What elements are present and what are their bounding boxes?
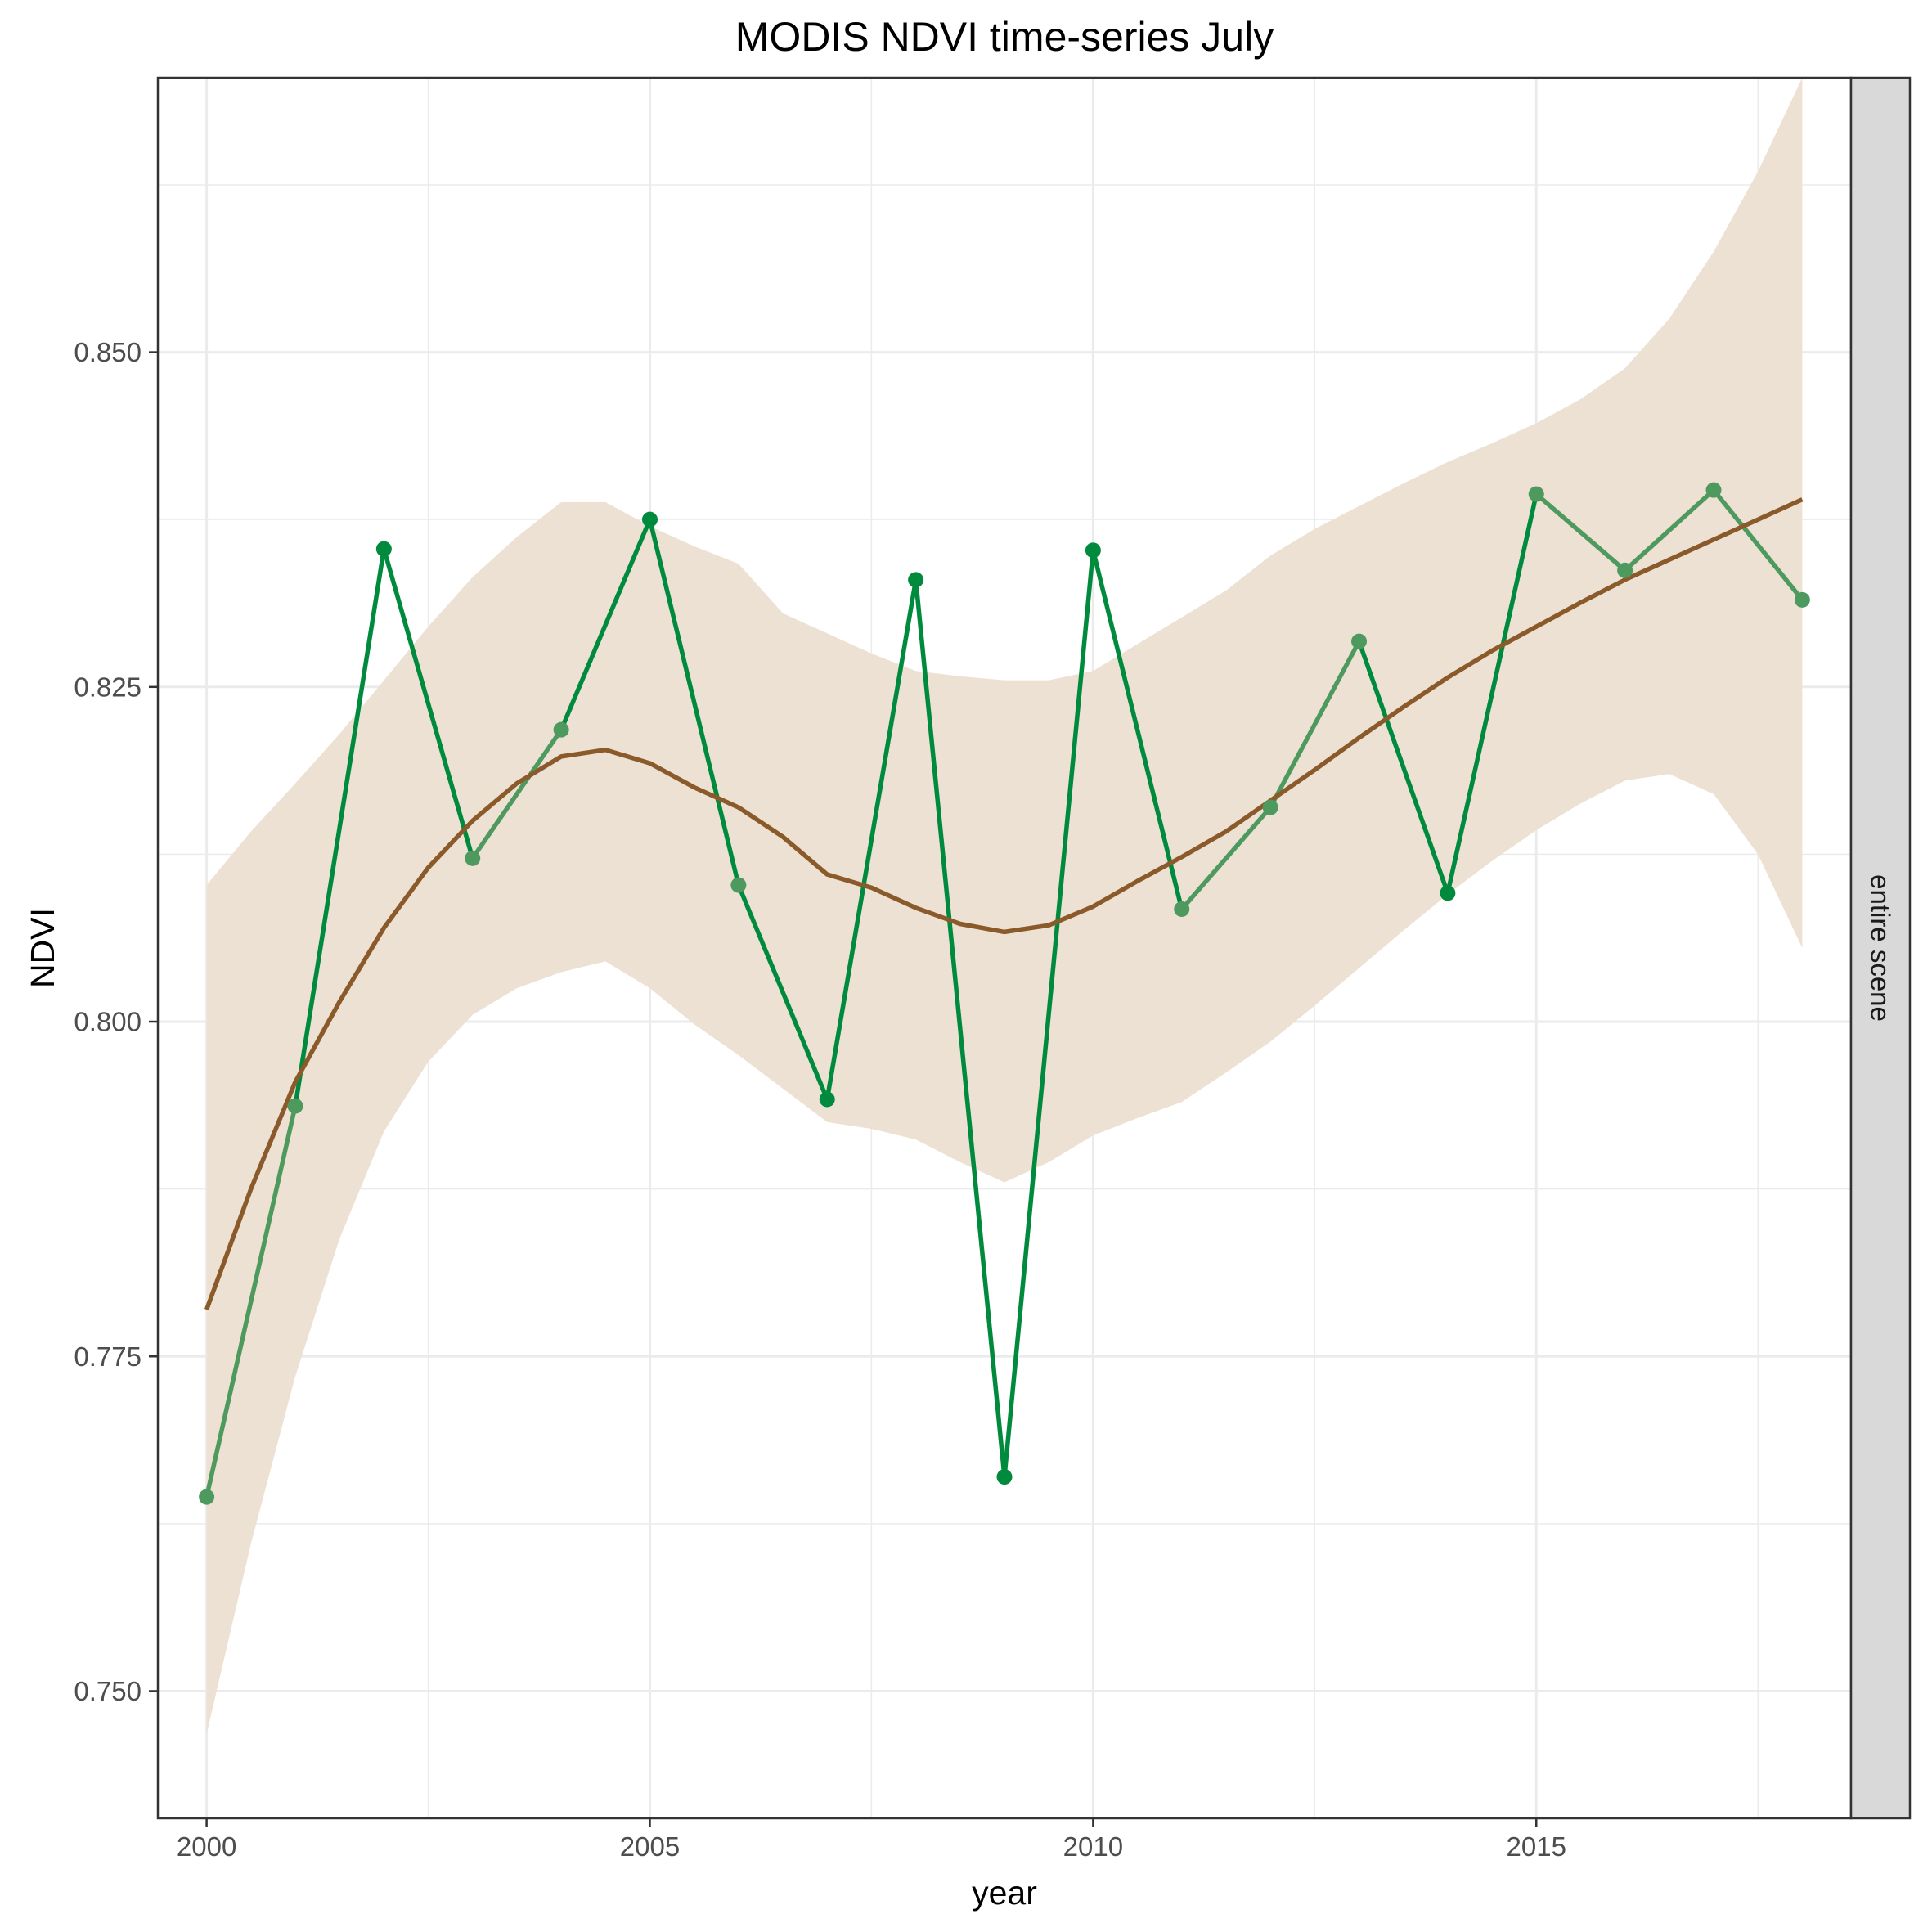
data-point [199,1489,215,1505]
series-line-segment [913,577,1007,1480]
data-point [1351,633,1368,649]
series-line-segment [1090,548,1184,912]
series-line-segment [1534,492,1628,573]
data-point [908,572,924,588]
x-axis-title: year [972,1874,1037,1912]
facet-strip-label: entire scene [1866,874,1896,1022]
y-tick-label: 0.775 [74,1341,142,1372]
series-line-segment [293,546,387,1108]
data-point [1794,591,1810,608]
data-point [641,511,658,528]
data-point [375,541,392,557]
data-point [553,721,569,738]
confidence-ribbon-layer [206,78,1803,1734]
data-point [1528,486,1544,502]
data-point [1617,562,1633,578]
series-line-segment [1356,639,1450,896]
series-line-segment [1179,805,1273,912]
series-line-segment [736,883,829,1102]
data-point [730,877,747,893]
data-point [287,1098,303,1114]
data-point [1085,542,1101,559]
facet-strip: entire scene [1849,76,1912,1820]
series-line-segment [647,517,741,887]
data-series-layer [204,487,1805,1499]
x-tick-label: 2015 [1507,1831,1566,1862]
series-line-segment [1711,487,1805,603]
series-line-segment [204,1103,298,1499]
series-line-segment [1445,492,1539,896]
confidence-ribbon [206,78,1803,1734]
data-point [819,1091,835,1108]
smooth-trend-line [204,497,1804,1310]
y-tick-label: 0.800 [74,1007,142,1037]
x-tick-label: 2005 [620,1831,680,1862]
smooth-trend-layer [204,497,1804,1310]
y-axis-title: NDVI [24,908,61,988]
y-tick-label: 0.850 [74,337,142,367]
data-point [1174,901,1190,918]
series-line-segment [559,517,653,732]
series-line-segment [470,727,564,861]
facet-strip-background [1849,76,1912,1820]
series-line-segment [381,546,475,861]
series-line-segment [1268,639,1362,810]
series-line-segment [1002,548,1096,1480]
axes: 2000 2005 2010 2015 0.750 0.775 0.800 0.825 0.85… [74,337,1566,1862]
data-point [1440,885,1456,901]
data-points-layer [199,482,1810,1505]
x-tick-label: 2000 [177,1831,236,1862]
series-line-segment [824,577,919,1102]
x-tick-label: 2010 [1063,1831,1123,1862]
y-tick-label: 0.750 [74,1676,142,1706]
data-point [465,850,481,866]
chart-title: MODIS NDVI time-series July [735,14,1274,60]
data-point [1262,799,1278,815]
data-point [996,1469,1013,1485]
series-line-segment [1622,487,1716,573]
y-tick-label: 0.825 [74,672,142,702]
data-point [1705,482,1722,498]
